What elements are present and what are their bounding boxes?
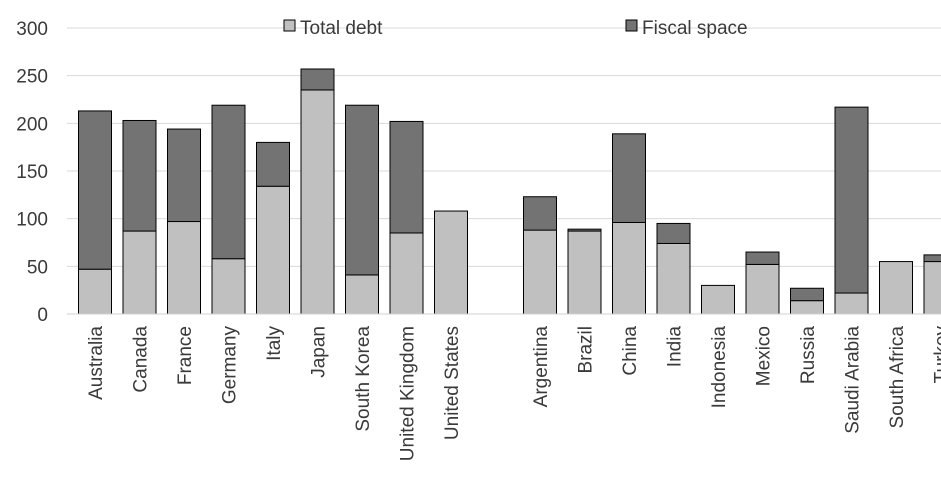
- y-tick-label: 0: [37, 305, 48, 326]
- bar-segment-fiscal-space: [300, 68, 335, 91]
- bar-segment-fiscal-space: [790, 287, 824, 302]
- legend-swatch-fiscal-space: [625, 19, 638, 32]
- bar-segment-total-debt: [745, 263, 780, 315]
- bar-segment-total-debt: [256, 185, 290, 315]
- bar-segment-total-debt: [434, 210, 468, 315]
- bar-segment-fiscal-space: [612, 133, 646, 223]
- bar-segment-total-debt: [656, 242, 691, 315]
- x-tick-label: South Korea: [353, 326, 374, 432]
- bar-segment-total-debt: [923, 261, 941, 315]
- bar-segment-total-debt: [834, 292, 869, 315]
- bar-segment-fiscal-space: [745, 251, 780, 265]
- x-tick-label: Canada: [131, 326, 152, 393]
- bar-segment-total-debt: [612, 221, 646, 315]
- bar-segment-fiscal-space: [256, 141, 290, 187]
- x-tick-label: India: [665, 326, 686, 368]
- bar-segment-fiscal-space: [923, 254, 941, 263]
- x-tick-label: South Africa: [887, 326, 908, 429]
- bar-segment-total-debt: [790, 300, 824, 315]
- bar-segment-total-debt: [300, 89, 335, 315]
- x-tick-label: United States: [442, 326, 463, 440]
- bar-segment-total-debt: [167, 221, 201, 315]
- bar-segment-fiscal-space: [834, 106, 869, 294]
- y-axis-ticks: 0 50 100 150 200 250 300: [16, 19, 48, 326]
- bar-segment-total-debt: [345, 274, 379, 315]
- bar-segment-fiscal-space: [345, 104, 379, 276]
- bar-segment-fiscal-space: [523, 196, 557, 231]
- y-tick-label: 100: [16, 210, 48, 231]
- bar-segment-total-debt: [567, 230, 602, 315]
- bars: [78, 68, 941, 315]
- legend: Total debt Fiscal space: [283, 18, 748, 39]
- bar-segment-fiscal-space: [167, 128, 201, 223]
- bar-segment-total-debt: [523, 229, 557, 315]
- bar-segment-fiscal-space: [656, 222, 691, 244]
- bar-segment-total-debt: [78, 268, 112, 315]
- x-tick-label: Saudi Arabia: [843, 326, 864, 434]
- legend-swatch-total-debt: [283, 19, 296, 32]
- y-tick-label: 300: [16, 19, 48, 40]
- y-tick-label: 200: [16, 114, 48, 135]
- x-tick-label: Australia: [86, 326, 107, 400]
- bar-segment-fiscal-space: [211, 104, 246, 260]
- bar-segment-fiscal-space: [389, 120, 424, 234]
- bar-segment-fiscal-space: [567, 228, 602, 232]
- x-tick-label: Turkey: [932, 326, 941, 384]
- bar-segment-total-debt: [879, 261, 913, 315]
- bar-segment-total-debt: [211, 258, 246, 315]
- x-axis-labels: Australia Canada France Germany Italy Japan So…: [86, 326, 941, 462]
- y-tick-label: 50: [27, 257, 48, 278]
- x-tick-label: Brazil: [576, 326, 597, 374]
- bar-segment-total-debt: [701, 284, 735, 315]
- bar-segment-total-debt: [122, 230, 157, 315]
- x-tick-label: Indonesia: [709, 326, 730, 409]
- bar-segment-fiscal-space: [78, 110, 112, 270]
- x-tick-label: Germany: [220, 326, 241, 405]
- x-tick-label: Argentina: [531, 326, 552, 408]
- x-tick-label: Russia: [798, 326, 819, 385]
- x-tick-label: Mexico: [754, 326, 775, 386]
- bar-segment-total-debt: [389, 232, 424, 315]
- x-tick-label: Japan: [309, 326, 330, 378]
- legend-label-total-debt: Total debt: [300, 18, 383, 39]
- bar-segment-fiscal-space: [122, 119, 157, 232]
- legend-label-fiscal-space: Fiscal space: [642, 18, 748, 39]
- x-tick-label: Italy: [264, 326, 285, 361]
- y-tick-label: 250: [16, 67, 48, 88]
- y-tick-label: 150: [16, 162, 48, 183]
- x-tick-label: China: [620, 326, 641, 376]
- x-tick-label: United Kingdom: [398, 326, 419, 461]
- x-tick-label: France: [175, 326, 196, 385]
